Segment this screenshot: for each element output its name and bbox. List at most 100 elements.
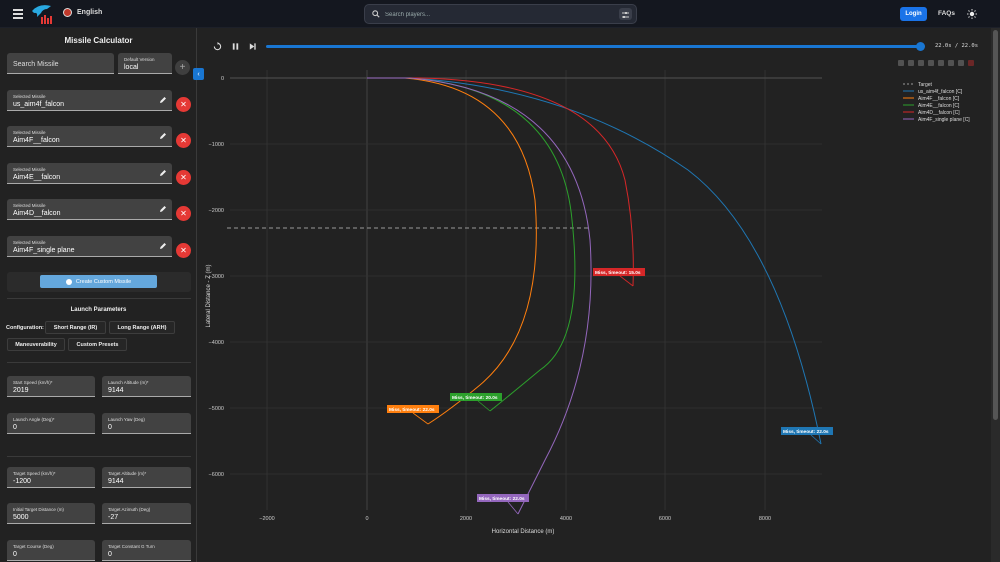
plotly-logo-icon[interactable] [968, 60, 974, 66]
config-maneuverability-button[interactable]: Maneuverability [7, 338, 65, 351]
svg-text:6000: 6000 [659, 516, 671, 522]
field-label: Selected Missile [13, 240, 46, 245]
remove-missile-button[interactable]: ✕ [176, 243, 191, 258]
svg-text:4000: 4000 [560, 516, 572, 522]
menu-icon[interactable] [13, 9, 23, 19]
target-altitude-input[interactable]: Target Altitude (m)* 9144 [102, 467, 191, 488]
pan-icon[interactable] [918, 60, 924, 66]
edit-icon[interactable] [159, 205, 167, 213]
remove-missile-button[interactable]: ✕ [176, 97, 191, 112]
series-aim4e-falcon [367, 77, 576, 412]
site-logo[interactable] [31, 3, 55, 25]
login-button[interactable]: Login [900, 7, 927, 21]
svg-text:2000: 2000 [460, 516, 472, 522]
language-label: English [77, 9, 103, 16]
svg-text:8000: 8000 [759, 516, 771, 522]
search-missile-field[interactable]: Search Missile [7, 53, 114, 74]
create-custom-missile-button[interactable]: Create Custom Missile [40, 275, 157, 288]
launch-altitude-input[interactable]: Launch Altitude (m)* 9144 [102, 376, 191, 397]
selected-missile-field[interactable]: Selected Missile Aim4E__falcon [7, 163, 172, 184]
camera-icon[interactable] [898, 60, 904, 66]
annotations: Miss, timeout: 22.0s Miss, timeout: 20.0… [387, 268, 833, 515]
field-label: Launch Angle (Deg)* [13, 417, 55, 422]
field-label: Selected Missile [13, 94, 46, 99]
initial-target-distance-input[interactable]: Initial Target Distance (m) 5000 [7, 503, 95, 524]
remove-missile-button[interactable]: ✕ [176, 170, 191, 185]
series-aim4f-single-plane [367, 77, 592, 515]
field-value: 0 [108, 551, 112, 558]
zoom-out-icon[interactable] [938, 60, 944, 66]
timeline-slider[interactable] [266, 45, 921, 48]
legend: Target us_aim4f_falcon [C] Aim4F__falcon… [903, 82, 970, 123]
scrollbar-thumb[interactable] [993, 30, 998, 420]
launch-yaw-input[interactable]: Launch Yaw (Deg) 0 [102, 413, 191, 434]
zoom-icon[interactable] [908, 60, 914, 66]
x-tick-labels: −2000 0 2000 4000 6000 8000 [259, 516, 771, 522]
divider [7, 298, 191, 299]
grid [230, 70, 822, 510]
search-input[interactable] [385, 8, 605, 21]
collapse-sidebar-button[interactable]: ‹ [193, 68, 204, 80]
player-search[interactable] [364, 4, 637, 24]
selected-missile-field[interactable]: Selected Missile Aim4D__falcon [7, 199, 172, 220]
svg-text:−2000: −2000 [259, 516, 274, 522]
target-speed-input[interactable]: Target Speed (km/h)* -1200 [7, 467, 95, 488]
field-label: Start Speed (km/h)* [13, 380, 53, 385]
svg-text:−2000: −2000 [209, 208, 224, 214]
language-selector[interactable]: English [63, 8, 102, 17]
divider [7, 456, 191, 457]
field-value: 2019 [13, 387, 29, 394]
field-label: Target Speed (km/h)* [13, 471, 56, 476]
version-select[interactable]: Default Version local [118, 53, 172, 74]
svg-text:−4000: −4000 [209, 340, 224, 346]
config-long-range-button[interactable]: Long Range (ARH) [109, 321, 175, 334]
add-missile-button[interactable]: + [175, 60, 190, 75]
reset-axes-icon[interactable] [958, 60, 964, 66]
pause-icon[interactable] [231, 42, 240, 51]
theme-toggle-icon[interactable] [967, 9, 977, 19]
create-custom-panel: Create Custom Missile [7, 272, 191, 292]
field-label: Initial Target Distance (m) [13, 507, 64, 512]
target-azimuth-input[interactable]: Target Azimuth (Deg) -27 [102, 503, 191, 524]
selected-missile-field[interactable]: Selected Missile Aim4F_single plane [7, 236, 172, 257]
svg-text:Aim4E__falcon [C]: Aim4E__falcon [C] [918, 103, 960, 109]
sidebar-title: Missile Calculator [64, 36, 133, 45]
flag-icon [63, 8, 72, 17]
field-value: -1200 [13, 478, 31, 485]
faqs-link[interactable]: FAQs [938, 10, 955, 17]
field-label: Target Altitude (m)* [108, 471, 147, 476]
edit-icon[interactable] [159, 96, 167, 104]
config-custom-presets-button[interactable]: Custom Presets [68, 338, 127, 351]
selected-missile-field[interactable]: Selected Missile Aim4F__falcon [7, 126, 172, 147]
remove-missile-button[interactable]: ✕ [176, 133, 191, 148]
timeline-thumb[interactable] [916, 42, 925, 51]
svg-text:−1000: −1000 [209, 142, 224, 148]
filter-settings-button[interactable] [619, 8, 632, 20]
field-label: Selected Missile [13, 203, 46, 208]
autoscale-icon[interactable] [948, 60, 954, 66]
field-value: 0 [13, 551, 17, 558]
legend-target: Target [918, 82, 933, 88]
field-value: Aim4E__falcon [13, 174, 61, 181]
replay-icon[interactable] [213, 42, 222, 51]
launch-angle-input[interactable]: Launch Angle (Deg)* 0 [7, 413, 95, 434]
field-label: Launch Yaw (Deg) [108, 417, 145, 422]
selected-missile-field[interactable]: Selected Missile us_aim4f_falcon [7, 90, 172, 111]
config-short-range-button[interactable]: Short Range (IR) [45, 321, 106, 334]
skip-end-icon[interactable] [248, 42, 257, 51]
edit-icon[interactable] [159, 242, 167, 250]
remove-missile-button[interactable]: ✕ [176, 206, 191, 221]
chart-modebar [898, 60, 974, 66]
target-course-input[interactable]: Target Course (Deg) 0 [7, 540, 95, 561]
edit-icon[interactable] [159, 169, 167, 177]
target-g-turn-input[interactable]: Target Constant G Turn 0 [102, 540, 191, 561]
field-label: Selected Missile [13, 130, 46, 135]
create-custom-label: Create Custom Missile [75, 278, 132, 285]
sliders-icon [622, 12, 629, 18]
svg-text:Miss, timeout: 22.0s: Miss, timeout: 22.0s [479, 496, 525, 502]
zoom-in-icon[interactable] [928, 60, 934, 66]
search-missile-placeholder: Search Missile [13, 61, 59, 68]
edit-icon[interactable] [159, 132, 167, 140]
start-speed-input[interactable]: Start Speed (km/h)* 2019 [7, 376, 95, 397]
